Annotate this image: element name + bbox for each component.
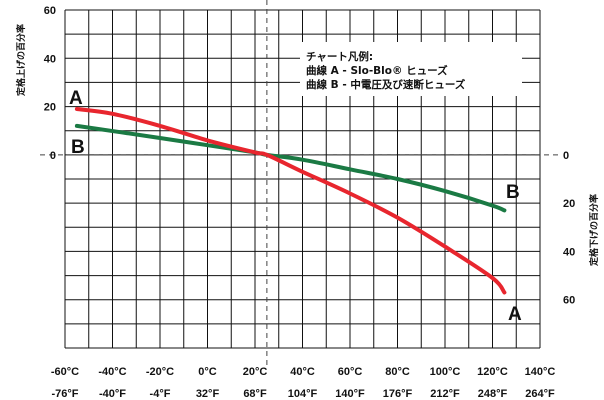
x-tick-label-fahrenheit: -40°F	[99, 388, 126, 400]
y-tick-label-left: 20	[44, 102, 56, 114]
x-tick-label-celsius: -40°C	[98, 366, 126, 378]
y-tick-label-right: 20	[563, 198, 575, 210]
x-tick-label-fahrenheit: -4°F	[150, 388, 171, 400]
x-tick-label-celsius: 100°C	[430, 366, 461, 378]
x-tick-label-fahrenheit: -76°F	[51, 388, 78, 400]
legend-background	[300, 42, 522, 96]
x-tick-label-fahrenheit: 176°F	[383, 388, 413, 400]
y-axis-label-left: 定格上げの百分率	[15, 24, 27, 97]
x-tick-label-celsius: -60°C	[51, 366, 79, 378]
x-tick-label-fahrenheit: 68°F	[243, 388, 267, 400]
y-tick-label-right: 40	[563, 246, 575, 258]
y-axis-label-right: 定格下げの百分率	[588, 194, 600, 267]
x-tick-label-celsius: 20°C	[243, 366, 268, 378]
y-tick-label-left: 0	[50, 150, 56, 162]
curve-label-b-right: B	[506, 182, 520, 203]
y-ticks-right: 0 20 40 60	[563, 150, 575, 307]
x-tick-label-fahrenheit: 104°F	[288, 388, 318, 400]
legend-line-a: 曲線 A - Slo-Blo® ヒューズ	[306, 64, 448, 77]
y-tick-label-left: 60	[44, 5, 56, 17]
legend-line-b: 曲線 B - 中電圧及び速断ヒューズ	[306, 78, 466, 91]
curve-label-a-left: A	[69, 88, 83, 109]
x-tick-label-fahrenheit: 140°F	[335, 388, 365, 400]
x-ticks: -60°C -76°F -40°C -40°F -20°C -4°F 0°C 32°F 20°C…	[51, 366, 556, 400]
legend-title: チャート凡例:	[306, 50, 373, 63]
y-tick-label-right: 0	[563, 150, 569, 162]
series	[74, 107, 507, 295]
series-line-b	[74, 123, 507, 213]
x-tick-label-celsius: 140°C	[525, 366, 556, 378]
x-tick-label-celsius: 0°C	[198, 366, 217, 378]
x-tick-label-celsius: -20°C	[146, 366, 174, 378]
y-tick-label-left: 40	[44, 53, 56, 65]
x-tick-label-celsius: 60°C	[338, 366, 363, 378]
x-tick-label-fahrenheit: 212°F	[430, 388, 460, 400]
legend: チャート凡例: 曲線 A - Slo-Blo® ヒューズ 曲線 B - 中電圧及…	[300, 42, 522, 96]
x-tick-label-fahrenheit: 264°F	[525, 388, 555, 400]
curve-label-a-right: A	[508, 304, 522, 325]
y-ticks-left: 60 40 20 0	[44, 5, 56, 162]
x-tick-label-celsius: 120°C	[477, 366, 508, 378]
x-tick-label-fahrenheit: 248°F	[478, 388, 508, 400]
y-tick-label-right: 60	[563, 295, 575, 307]
reference-lines	[40, 0, 560, 365]
series-line-a	[74, 107, 507, 295]
curve-label-b-left: B	[71, 137, 85, 158]
x-tick-label-fahrenheit: 32°F	[196, 388, 220, 400]
x-tick-label-celsius: 40°C	[290, 366, 315, 378]
x-tick-label-celsius: 80°C	[385, 366, 410, 378]
